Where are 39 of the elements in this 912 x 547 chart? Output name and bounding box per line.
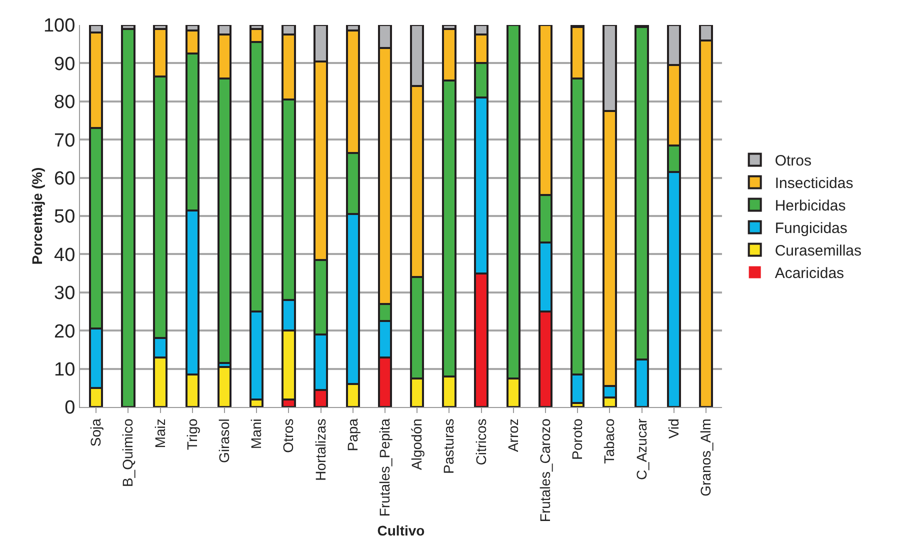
legend-label: Acaricidas [774,265,844,282]
legend-label: Herbicidas [774,198,846,215]
x-tick-label: C_Azucar [633,418,650,480]
legend-label: Fungicidas [774,220,848,238]
x-tick-label: Algodón [408,418,425,470]
x-tick-label: B_Quimico [120,418,136,488]
x-axis-title: Cultivo [377,522,425,538]
x-tick-label: Granos_Alm [698,418,714,496]
x-tick-label: Citricos [472,418,489,466]
x-tick-label: Hortalizas [312,418,328,481]
y-tick-label: 0 [64,398,76,419]
x-tick-label: Arroz [504,418,521,452]
y-tick-label: 60 [54,168,76,190]
legend-label: Curasemillas [774,242,862,260]
y-tick-label: 70 [54,130,76,152]
x-tick-label: Trigo [184,418,200,450]
x-tick-label: Otros [280,418,296,453]
x-tick-label: Vid [665,418,682,439]
x-tick-label: Papa [344,418,360,452]
y-tick-label: 40 [54,244,76,266]
x-tick-label: Frutales_Carozo [537,418,553,522]
legend-label: Insecticidas [774,175,854,192]
x-tick-label: Tabaco [601,418,618,464]
y-tick-label: 30 [54,283,76,304]
y-tick-label: 10 [54,359,76,380]
x-tick-label: Frutales_Pepita [376,418,392,517]
y-tick-label: 50 [54,206,76,228]
y-tick-label: 90 [54,54,76,75]
y-tick-label: 20 [54,321,76,342]
x-tick-label: Pasturas [440,418,457,474]
x-tick-label: Mani [248,418,264,449]
y-axis-title: Porcentaje (%) [29,167,45,265]
x-tick-label: Soja [88,418,104,447]
legend-label: Otros [774,152,812,170]
x-tick-label: Maiz [152,418,168,448]
y-tick-label: 100 [43,16,76,37]
y-tick-label: 80 [54,92,76,114]
x-tick-label: Poroto [569,418,586,460]
x-tick-label: Girasol [216,418,232,463]
